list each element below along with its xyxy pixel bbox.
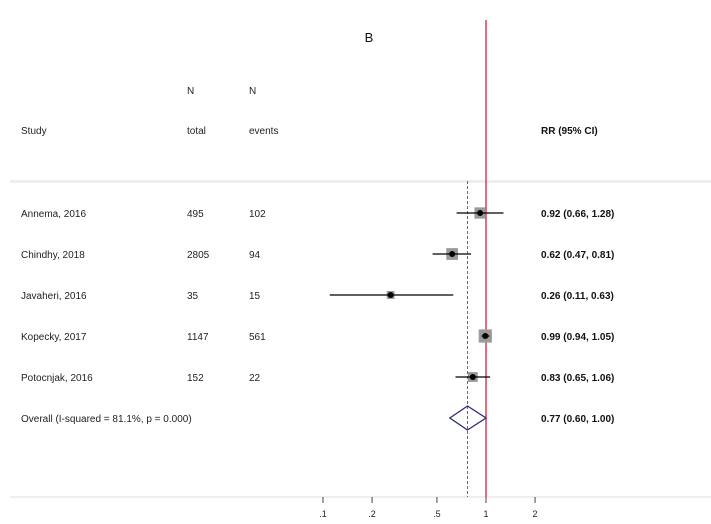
effect-estimate-text: 0.99 (0.94, 1.05) — [541, 332, 614, 343]
study-label: Kopecky, 2017 — [21, 332, 87, 343]
study-n-total: 1147 — [187, 332, 209, 343]
study-n-events: 561 — [249, 332, 266, 343]
study-row: Potocnjak, 2016 152 22 0.83 (0.65, 1.06) — [21, 372, 614, 384]
study-n-events: 94 — [249, 250, 261, 261]
study-n-events: 15 — [249, 291, 261, 302]
effect-estimate-text: 0.92 (0.66, 1.28) — [541, 209, 614, 220]
chart-title: B — [365, 30, 374, 45]
effect-estimate-text: 0.62 (0.47, 0.81) — [541, 250, 614, 261]
x-tick-label: 2 — [533, 509, 538, 519]
reference-lines — [466, 20, 487, 497]
x-tick-label: .1 — [319, 509, 327, 519]
header-n-events-line1: N — [249, 86, 256, 97]
study-row: Chindhy, 2018 2805 94 0.62 (0.47, 0.81) — [21, 248, 614, 261]
header-n-total-line1: N — [187, 86, 194, 97]
header-n-total-line2: total — [187, 126, 206, 137]
study-n-total: 152 — [187, 373, 204, 384]
point-estimate — [449, 251, 456, 257]
study-label: Chindhy, 2018 — [21, 250, 85, 261]
x-tick-label: 1 — [483, 509, 488, 519]
study-label: Javaheri, 2016 — [21, 291, 87, 302]
point-estimate — [387, 292, 394, 298]
x-tick-label: .5 — [433, 509, 441, 519]
study-row: Javaheri, 2016 35 15 0.26 (0.11, 0.63) — [21, 291, 614, 302]
x-axis: .1 .2 .5 1 2 — [319, 497, 538, 519]
study-n-events: 102 — [249, 209, 266, 220]
study-n-events: 22 — [249, 373, 261, 384]
effect-estimate-text: 0.26 (0.11, 0.63) — [541, 291, 614, 302]
point-estimate — [482, 333, 489, 339]
study-label: Potocnjak, 2016 — [21, 373, 93, 384]
study-row: Kopecky, 2017 1147 561 0.99 (0.94, 1.05) — [21, 329, 614, 343]
overall-estimate-text: 0.77 (0.60, 1.00) — [541, 414, 614, 425]
study-rows: Annema, 2016 495 102 0.92 (0.66, 1.28) Chind… — [21, 207, 614, 431]
study-n-total: 2805 — [187, 250, 210, 261]
point-estimate — [477, 210, 484, 216]
header-effect: RR (95% CI) — [541, 126, 598, 137]
axis-line — [10, 496, 711, 498]
overall-row: Overall (I-squared = 81.1%, p = 0.000) 0.… — [21, 405, 614, 431]
header-separator — [10, 180, 711, 183]
x-tick-label: .2 — [368, 509, 376, 519]
overall-label: Overall (I-squared = 81.1%, p = 0.000) — [21, 414, 192, 425]
study-n-total: 495 — [187, 209, 204, 220]
study-n-total: 35 — [187, 291, 199, 302]
overall-diamond — [448, 405, 488, 431]
header-study: Study — [21, 126, 47, 137]
point-estimate — [469, 374, 476, 380]
effect-estimate-text: 0.83 (0.65, 1.06) — [541, 373, 614, 384]
header-n-events-line2: events — [249, 126, 278, 137]
study-row: Annema, 2016 495 102 0.92 (0.66, 1.28) — [21, 207, 614, 220]
study-label: Annema, 2016 — [21, 209, 86, 220]
